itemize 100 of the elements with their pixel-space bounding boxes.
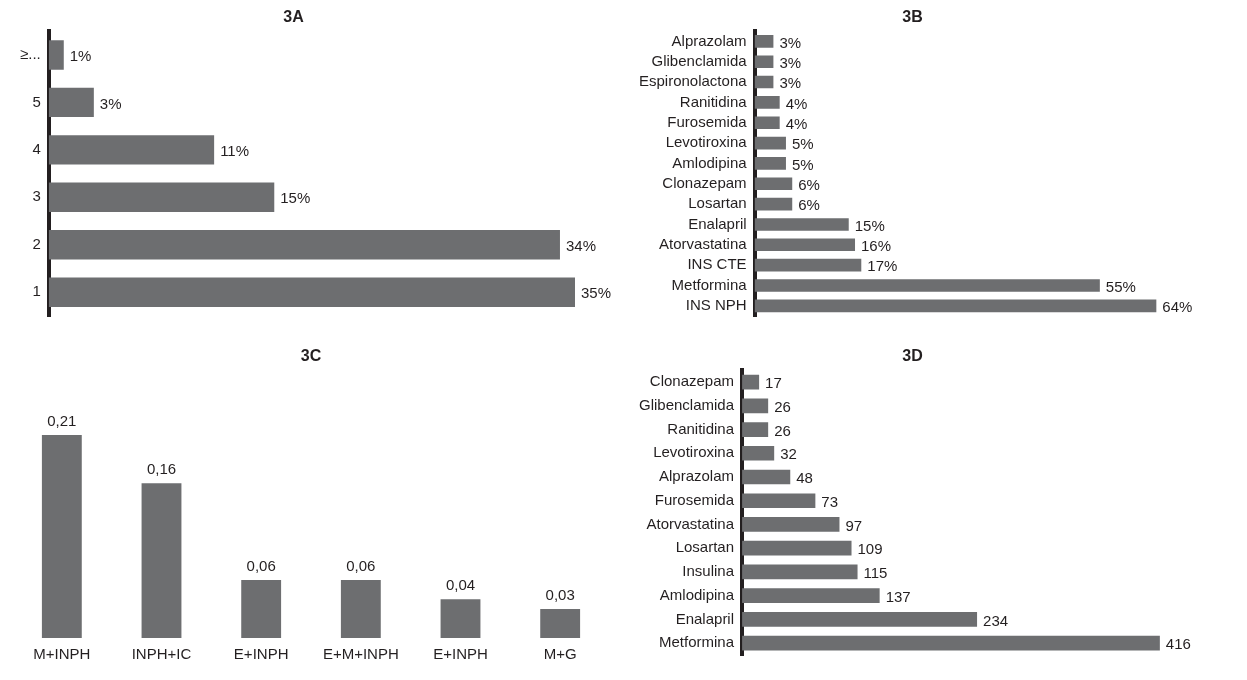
bar xyxy=(48,135,215,165)
y-tick-label: Metformina xyxy=(659,633,735,651)
bar xyxy=(754,258,862,272)
x-tick-label: M+G xyxy=(543,645,577,663)
bar xyxy=(48,230,560,260)
bar xyxy=(742,635,1160,651)
y-tick-label: 5 xyxy=(32,92,41,110)
y-tick-label: INS NPH xyxy=(685,295,747,313)
y-tick-label: Levotiroxina xyxy=(665,133,748,151)
data-label: 0,04 xyxy=(445,575,476,593)
data-label: 48 xyxy=(796,469,813,487)
bar xyxy=(754,279,1100,292)
bar xyxy=(754,218,849,231)
data-label: 32 xyxy=(780,445,797,463)
data-label: 0,06 xyxy=(346,556,376,574)
data-label: 3% xyxy=(779,53,802,71)
y-tick-label: 1 xyxy=(32,282,41,300)
data-label: 17% xyxy=(867,257,898,275)
data-label: 0,03 xyxy=(545,585,575,603)
x-tick-label: E+M+INPH xyxy=(322,645,399,663)
y-tick-label: Enalapril xyxy=(688,214,747,232)
bar xyxy=(440,599,481,638)
bar xyxy=(754,116,780,130)
data-label: 26 xyxy=(774,421,791,439)
data-label: 6% xyxy=(798,196,820,214)
bar xyxy=(340,579,381,638)
data-label: 234 xyxy=(983,611,1009,629)
y-tick-label: Alprazolam xyxy=(671,31,747,49)
data-label: 1% xyxy=(69,47,92,65)
y-tick-label: Losartan xyxy=(675,538,735,556)
data-label: 0,16 xyxy=(146,459,177,477)
bar xyxy=(754,55,774,69)
bar xyxy=(754,75,774,89)
data-label: 109 xyxy=(857,540,883,558)
data-label: 17 xyxy=(765,374,782,392)
y-tick-label: Enalapril xyxy=(675,609,735,627)
data-label: 0,21 xyxy=(47,411,77,429)
y-tick-label: Losartan xyxy=(688,194,747,212)
y-tick-label: Ranitidina xyxy=(679,92,748,110)
y-tick-label: 3 xyxy=(32,187,41,205)
data-label: 4% xyxy=(785,114,808,132)
bar xyxy=(754,96,780,109)
x-tick-label: INPH+IC xyxy=(131,645,192,663)
data-label: 115 xyxy=(863,564,888,582)
bar xyxy=(241,579,282,638)
bar xyxy=(48,40,64,70)
chart-title: 3D xyxy=(902,347,923,365)
y-tick-label: Atorvastatina xyxy=(659,234,748,252)
chart-title: 3C xyxy=(300,347,322,365)
data-label: 97 xyxy=(845,516,863,534)
y-tick-label: Amlodipina xyxy=(659,585,735,603)
chart-title: 3B xyxy=(902,8,923,26)
y-tick-label: 2 xyxy=(32,234,41,252)
y-tick-label: Furosemida xyxy=(667,112,748,130)
data-label: 416 xyxy=(1165,635,1191,653)
bar xyxy=(754,299,1157,313)
data-label: 55% xyxy=(1105,277,1136,295)
y-tick-label: ≥... xyxy=(19,45,41,63)
bar xyxy=(754,35,774,48)
y-tick-label: Espironolactona xyxy=(638,72,748,90)
data-label: 26 xyxy=(774,397,791,415)
x-tick-label: M+INPH xyxy=(33,645,91,663)
y-tick-label: Insulina xyxy=(682,562,735,580)
bar xyxy=(141,483,182,638)
data-label: 16% xyxy=(861,236,892,254)
bar xyxy=(754,197,793,211)
data-label: 73 xyxy=(821,492,839,510)
y-tick-label: Amlodipina xyxy=(672,153,748,171)
bar xyxy=(742,493,816,509)
bar xyxy=(48,182,275,213)
data-label: 35% xyxy=(581,284,612,302)
data-label: 3% xyxy=(779,33,802,51)
y-tick-label: Glibenclamida xyxy=(651,51,748,69)
bar xyxy=(540,608,581,638)
bar xyxy=(742,469,791,485)
y-tick-label: Levotiroxina xyxy=(653,443,735,461)
bar xyxy=(754,136,786,150)
bar xyxy=(742,564,858,580)
bar xyxy=(742,398,769,414)
y-tick-label: Atorvastatina xyxy=(646,514,735,532)
y-tick-label: Clonazepam xyxy=(662,173,747,191)
bar xyxy=(754,177,793,191)
y-tick-label: Alprazolam xyxy=(659,467,735,485)
y-tick-label: Ranitidina xyxy=(667,419,735,437)
bar xyxy=(754,157,786,170)
y-tick-label: Clonazepam xyxy=(649,372,735,390)
bar xyxy=(41,434,82,638)
y-tick-label: INS CTE xyxy=(687,255,747,273)
data-label: 5% xyxy=(791,135,814,153)
bar xyxy=(742,612,978,627)
bar xyxy=(742,588,880,604)
data-label: 11% xyxy=(220,142,250,160)
bar xyxy=(742,540,852,556)
data-label: 15% xyxy=(280,189,311,207)
data-label: 64% xyxy=(1162,297,1193,315)
x-tick-label: E+INPH xyxy=(233,645,289,663)
y-tick-label: Metformina xyxy=(671,275,748,293)
y-tick-label: Furosemida xyxy=(654,490,735,508)
data-label: 4% xyxy=(785,94,808,112)
chart-title: 3A xyxy=(283,8,305,26)
